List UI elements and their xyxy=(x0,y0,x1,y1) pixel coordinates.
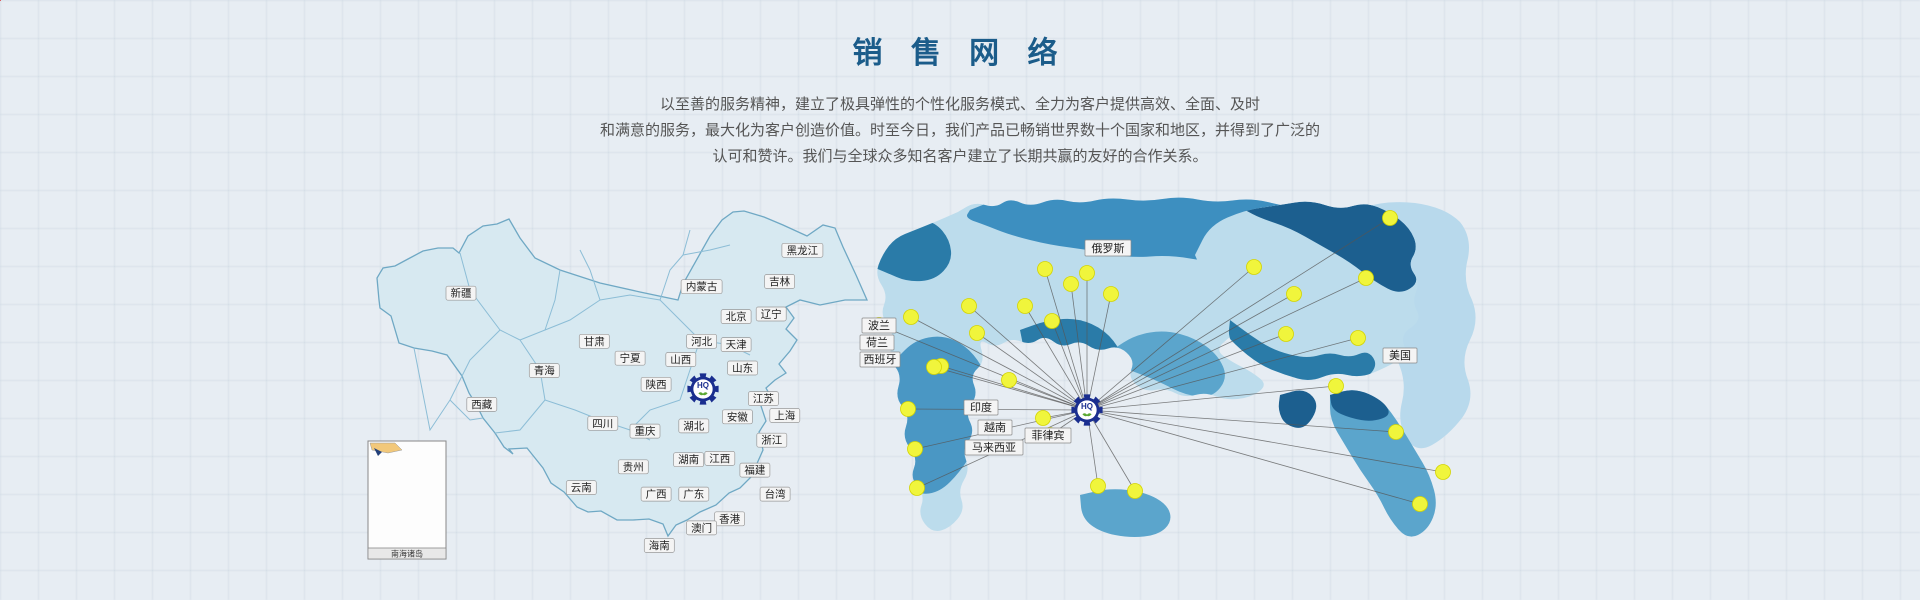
svg-text:广西: 广西 xyxy=(646,489,667,501)
svg-text:湖北: 湖北 xyxy=(683,420,704,432)
svg-text:上海: 上海 xyxy=(774,409,795,422)
svg-text:西班牙: 西班牙 xyxy=(864,353,897,366)
svg-text:北京: 北京 xyxy=(726,310,747,323)
svg-text:四川: 四川 xyxy=(592,418,613,430)
svg-text:青海: 青海 xyxy=(534,364,555,377)
svg-text:重庆: 重庆 xyxy=(635,425,656,438)
svg-text:天津: 天津 xyxy=(726,339,747,351)
svg-text:贵州: 贵州 xyxy=(623,460,644,473)
svg-text:江苏: 江苏 xyxy=(753,392,774,405)
svg-text:甘肃: 甘肃 xyxy=(584,335,605,348)
svg-text:西藏: 西藏 xyxy=(471,399,492,411)
svg-text:云南: 云南 xyxy=(571,481,592,494)
svg-text:美国: 美国 xyxy=(1389,349,1411,362)
svg-text:山西: 山西 xyxy=(670,354,691,366)
svg-text:吉林: 吉林 xyxy=(769,275,790,288)
svg-text:湖南: 湖南 xyxy=(678,453,699,466)
svg-text:香港: 香港 xyxy=(719,513,740,525)
svg-text:新疆: 新疆 xyxy=(451,287,472,300)
svg-text:波兰: 波兰 xyxy=(868,319,890,332)
svg-text:越南: 越南 xyxy=(984,420,1006,434)
svg-text:山东: 山东 xyxy=(732,362,753,375)
svg-text:辽宁: 辽宁 xyxy=(761,308,782,321)
svg-text:台湾: 台湾 xyxy=(765,488,786,501)
svg-text:陕西: 陕西 xyxy=(646,378,667,391)
svg-text:河北: 河北 xyxy=(691,336,712,348)
svg-text:广东: 广东 xyxy=(683,488,704,501)
svg-text:江西: 江西 xyxy=(709,453,730,465)
svg-text:宁夏: 宁夏 xyxy=(620,352,641,365)
svg-text:马来西亚: 马来西亚 xyxy=(972,441,1016,454)
svg-text:安徽: 安徽 xyxy=(727,410,748,423)
svg-text:俄罗斯: 俄罗斯 xyxy=(1092,242,1125,255)
svg-text:荷兰: 荷兰 xyxy=(866,336,888,349)
svg-text:南海诸岛: 南海诸岛 xyxy=(391,549,423,559)
svg-text:黑龙江: 黑龙江 xyxy=(787,244,819,257)
svg-text:海南: 海南 xyxy=(649,539,670,552)
svg-text:浙江: 浙江 xyxy=(761,435,782,447)
svg-text:福建: 福建 xyxy=(744,464,765,477)
svg-text:印度: 印度 xyxy=(970,400,992,414)
svg-text:内蒙古: 内蒙古 xyxy=(686,280,718,293)
svg-text:澳门: 澳门 xyxy=(691,521,712,534)
svg-text:菲律宾: 菲律宾 xyxy=(1032,428,1065,442)
